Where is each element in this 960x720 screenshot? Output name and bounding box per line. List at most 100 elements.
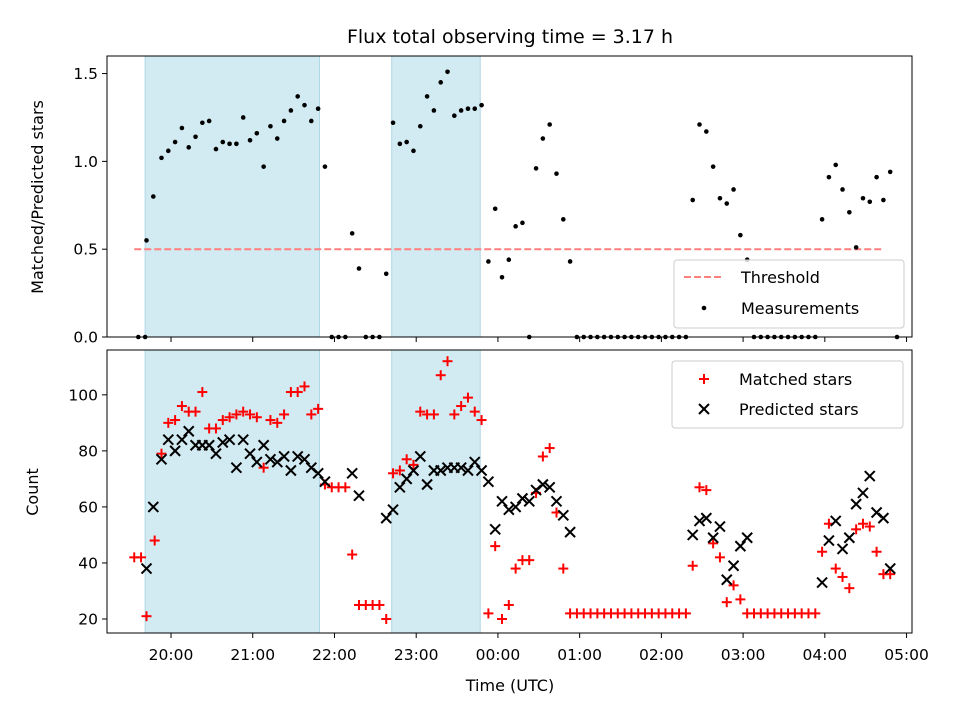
predicted-star-point bbox=[884, 562, 896, 575]
shaded-region-1 bbox=[144, 349, 320, 634]
predicted-star-point bbox=[223, 433, 236, 446]
predicted-star-point bbox=[230, 461, 243, 474]
measurement-point bbox=[404, 139, 409, 145]
predicted-star-point-b bbox=[421, 478, 433, 491]
x-tick-label: 01:00 bbox=[557, 646, 602, 664]
matched-star-point bbox=[374, 599, 385, 610]
measurement-point bbox=[847, 210, 852, 215]
matched-star-point bbox=[272, 417, 283, 428]
matched-star-point bbox=[871, 546, 882, 557]
y-tick-label: 100 bbox=[68, 386, 98, 404]
measurement-point bbox=[193, 134, 198, 140]
measurement-point bbox=[431, 108, 437, 113]
predicted-star-point bbox=[816, 576, 828, 589]
measurement-point bbox=[738, 232, 743, 238]
predicted-star-point-b bbox=[162, 433, 175, 446]
predicted-star-point-b bbox=[407, 464, 420, 477]
matched-star-point bbox=[265, 415, 276, 426]
measurement-point bbox=[697, 122, 702, 127]
measurement-point bbox=[561, 217, 566, 222]
predicted-star-point bbox=[312, 467, 324, 479]
shaded-region-1 bbox=[144, 55, 320, 338]
predicted-star-point-b bbox=[183, 425, 195, 437]
predicted-star-point bbox=[469, 456, 481, 468]
matched-star-point bbox=[708, 538, 719, 549]
matched-star-point bbox=[469, 406, 480, 417]
measurement-point bbox=[472, 106, 478, 111]
predicted-star-point bbox=[727, 560, 740, 572]
matched-star-point bbox=[163, 417, 174, 428]
measurement-point bbox=[710, 164, 716, 169]
predicted-star-point bbox=[475, 464, 488, 477]
predicted-star-point bbox=[291, 450, 304, 463]
predicted-star-point bbox=[864, 470, 876, 482]
matched-star-point bbox=[830, 563, 841, 574]
predicted-star-point bbox=[489, 523, 501, 536]
predicted-star-point-b bbox=[169, 445, 181, 457]
predicted-star-point-b bbox=[237, 433, 249, 446]
y-tick-label: 20 bbox=[78, 610, 98, 628]
matched-star-point bbox=[701, 485, 712, 496]
measurement-point bbox=[349, 231, 355, 236]
predicted-star-point bbox=[203, 439, 215, 451]
predicted-star-point-b bbox=[223, 433, 236, 446]
y-tick-label: 60 bbox=[78, 498, 98, 516]
matched-star-point bbox=[503, 599, 514, 610]
matched-star-point bbox=[442, 356, 453, 367]
predicted-star-point-b bbox=[278, 450, 290, 463]
predicted-star-point bbox=[700, 512, 713, 524]
predicted-star-point-b bbox=[496, 495, 508, 508]
predicted-star-point bbox=[482, 475, 495, 488]
predicted-star-point-b bbox=[387, 504, 399, 516]
predicted-star-point bbox=[543, 481, 556, 494]
predicted-star-point-b bbox=[734, 540, 747, 552]
predicted-star-point-b bbox=[298, 453, 311, 465]
matched-star-point bbox=[313, 403, 324, 414]
predicted-star-point bbox=[537, 478, 549, 491]
predicted-star-point bbox=[877, 512, 890, 524]
predicted-star-point bbox=[516, 492, 529, 505]
predicted-star-point-b bbox=[394, 481, 406, 494]
predicted-star-point-b bbox=[346, 467, 358, 479]
measurement-point bbox=[704, 129, 709, 134]
measurement-point bbox=[445, 69, 450, 75]
x-tick-label: 05:00 bbox=[884, 646, 929, 664]
top-x-ticks bbox=[170, 337, 908, 342]
legend-predicted-marker-b bbox=[698, 403, 710, 415]
matched-star-point bbox=[524, 555, 535, 566]
measurement-point bbox=[458, 108, 464, 113]
predicted-star-point-b bbox=[489, 523, 501, 536]
matched-star-point bbox=[428, 409, 439, 420]
measurement-point bbox=[165, 148, 171, 154]
predicted-star-point bbox=[686, 529, 699, 541]
bottom-y-axis: 20 40 60 80 100 bbox=[68, 386, 107, 628]
top-axes-frame bbox=[106, 55, 913, 338]
matched-star-point bbox=[401, 454, 412, 465]
legend-predicted-label: Predicted stars bbox=[739, 400, 859, 419]
predicted-star-point bbox=[237, 433, 249, 446]
matched-star-point bbox=[687, 560, 698, 571]
predicted-star-point-b bbox=[400, 473, 413, 485]
predicted-star-point-b bbox=[147, 501, 160, 513]
predicted-star-point-b bbox=[830, 515, 842, 527]
measurement-point bbox=[356, 266, 362, 271]
matched-star-point bbox=[476, 415, 487, 426]
bottom-legend: Matched stars Predicted stars bbox=[671, 360, 904, 429]
measurement-point bbox=[179, 125, 185, 131]
legend-matched-swatch bbox=[699, 374, 709, 384]
matched-star-point bbox=[817, 546, 828, 557]
matched-star-point bbox=[510, 563, 521, 574]
legend-matched-marker bbox=[699, 374, 709, 384]
bottom-plot-area bbox=[129, 356, 896, 624]
predicted-star-point-b bbox=[312, 467, 324, 479]
measurement-point bbox=[281, 118, 287, 124]
matched-star-point bbox=[347, 549, 358, 560]
predicted-star-point-b bbox=[870, 506, 883, 519]
predicted-star-point-b bbox=[850, 498, 862, 510]
predicted-star-point bbox=[714, 520, 726, 533]
matched-star-point bbox=[170, 415, 181, 426]
predicted-star-point bbox=[183, 425, 195, 437]
matched-star-point bbox=[231, 409, 242, 420]
predicted-star-point bbox=[394, 481, 406, 494]
predicted-star-point-b bbox=[537, 478, 549, 491]
